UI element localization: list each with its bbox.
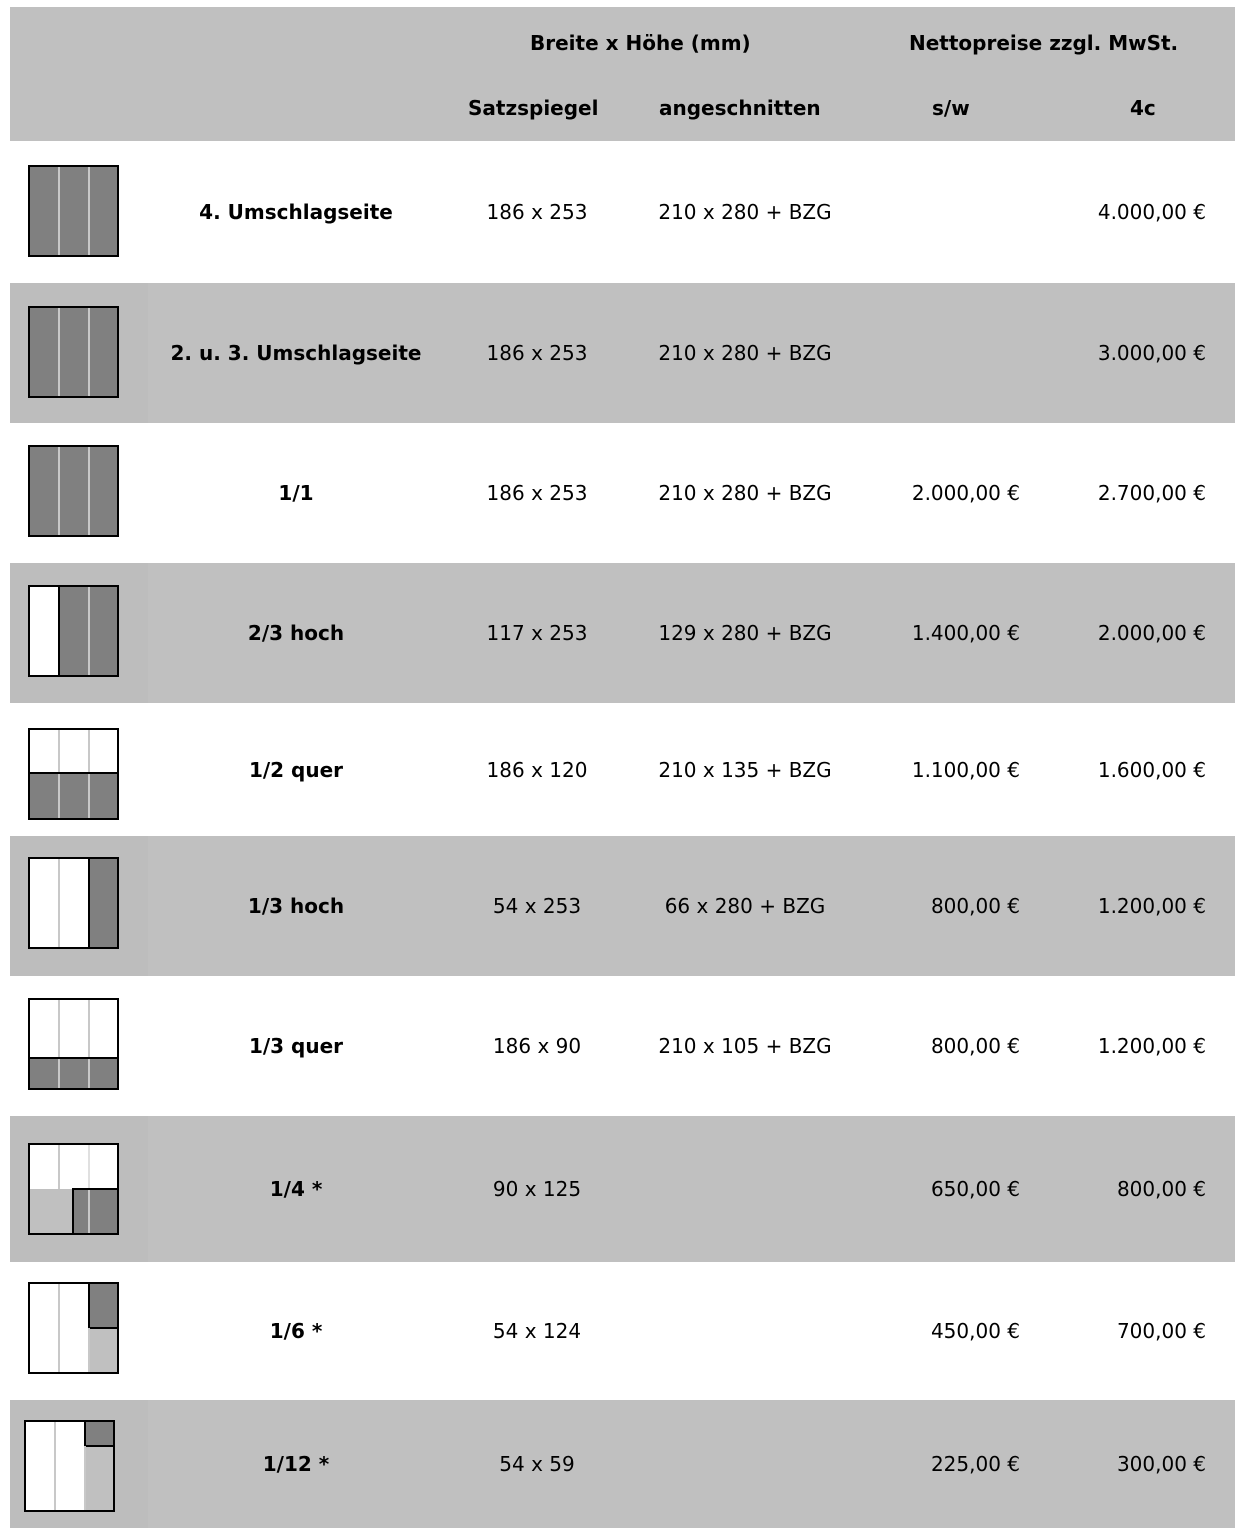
group-size-header: Breite x Höhe (mm): [530, 31, 751, 55]
satzspiegel-value: 117 x 253: [486, 621, 588, 645]
price-sw: 800,00 €: [930, 1034, 1020, 1058]
third-vertical-icon: [28, 857, 119, 950]
angeschnitten-value: 210 x 280 + BZG: [658, 200, 832, 224]
table-header: Breite x Höhe (mm) Nettopreise zzgl. MwS…: [10, 7, 1235, 141]
format-name: 1/6 *: [269, 1319, 323, 1343]
satzspiegel-value: 186 x 253: [486, 200, 588, 224]
price-4c: 300,00 €: [1116, 1452, 1206, 1476]
group-price-header: Nettopreise zzgl. MwSt.: [909, 31, 1179, 55]
full-page-icon: [28, 306, 119, 399]
col-sw-header: s/w: [932, 96, 970, 120]
price-sw: 225,00 €: [930, 1452, 1020, 1476]
price-sw: 2.000,00 €: [911, 481, 1020, 505]
price-4c: 2.000,00 €: [1097, 621, 1206, 645]
price-sw: 800,00 €: [930, 894, 1020, 918]
twelfth-icon: [24, 1420, 115, 1513]
angeschnitten-value: 210 x 280 + BZG: [658, 481, 832, 505]
price-4c: 800,00 €: [1116, 1177, 1206, 1201]
price-sw: 650,00 €: [930, 1177, 1020, 1201]
price-sw: 1.400,00 €: [911, 621, 1020, 645]
col-satzspiegel-header: Satzspiegel: [468, 96, 599, 120]
col-4c-header: 4c: [1130, 96, 1156, 120]
table-row: 1/3 quer 186 x 90 210 x 105 + BZG 800,00…: [10, 976, 1235, 1116]
angeschnitten-value: 129 x 280 + BZG: [658, 621, 832, 645]
table-row: 1/1 186 x 253 210 x 280 + BZG 2.000,00 €…: [10, 423, 1235, 563]
table-row: 1/6 * 54 x 124 450,00 € 700,00 €: [10, 1262, 1235, 1400]
angeschnitten-value: 210 x 280 + BZG: [658, 341, 832, 365]
price-4c: 1.200,00 €: [1097, 1034, 1206, 1058]
format-name: 1/3 hoch: [247, 894, 345, 918]
table-row: 1/3 hoch 54 x 253 66 x 280 + BZG 800,00 …: [10, 836, 1235, 976]
format-name: 1/2 quer: [248, 757, 344, 782]
price-4c: 1.200,00 €: [1097, 894, 1206, 918]
col-angeschnitten-header: angeschnitten: [659, 96, 821, 120]
table-row: 2. u. 3. Umschlagseite 186 x 253 210 x 2…: [10, 283, 1235, 423]
third-horizontal-icon: [28, 998, 119, 1091]
full-page-icon: [28, 165, 119, 258]
satzspiegel-value: 54 x 253: [492, 894, 582, 918]
format-name: 2. u. 3. Umschlagseite: [170, 341, 422, 365]
table-row: 4. Umschlagseite 186 x 253 210 x 280 + B…: [10, 141, 1235, 283]
table-row: 1/4 * 90 x 125 650,00 € 800,00 €: [10, 1116, 1235, 1262]
angeschnitten-value: 66 x 280 + BZG: [664, 894, 826, 918]
quarter-icon: [28, 1143, 119, 1236]
format-name: 1/3 quer: [248, 1034, 344, 1058]
table-row: 1/2 quer 186 x 120 210 x 135 + BZG 1.100…: [10, 703, 1235, 836]
table-row: 2/3 hoch 117 x 253 129 x 280 + BZG 1.400…: [10, 563, 1235, 703]
price-sw: 450,00 €: [930, 1319, 1020, 1343]
format-name: 1/4 *: [269, 1177, 323, 1201]
satzspiegel-value: 54 x 124: [492, 1319, 582, 1343]
price-4c: 4.000,00 €: [1097, 200, 1206, 224]
satzspiegel-value: 186 x 90: [492, 1034, 582, 1058]
price-4c: 2.700,00 €: [1097, 481, 1206, 505]
format-name: 1/12 *: [262, 1452, 330, 1476]
price-4c: 1.600,00 €: [1097, 757, 1206, 782]
satzspiegel-value: 186 x 120: [486, 757, 588, 782]
sixth-icon: [28, 1282, 119, 1375]
satzspiegel-value: 186 x 253: [486, 481, 588, 505]
price-sw: 1.100,00 €: [911, 757, 1020, 782]
format-name: 4. Umschlagseite: [199, 200, 393, 224]
satzspiegel-value: 54 x 59: [499, 1452, 575, 1476]
format-name: 2/3 hoch: [247, 621, 345, 645]
price-4c: 700,00 €: [1116, 1319, 1206, 1343]
angeschnitten-value: 210 x 105 + BZG: [658, 1034, 832, 1058]
two-thirds-vertical-icon: [28, 585, 119, 678]
satzspiegel-value: 186 x 253: [486, 341, 588, 365]
price-4c: 3.000,00 €: [1097, 341, 1206, 365]
format-name: 1/1: [278, 481, 314, 505]
half-horizontal-icon: [28, 728, 119, 821]
full-page-icon: [28, 445, 119, 538]
table-row: 1/12 * 54 x 59 225,00 € 300,00 €: [10, 1400, 1235, 1528]
angeschnitten-value: 210 x 135 + BZG: [658, 757, 832, 782]
satzspiegel-value: 90 x 125: [492, 1177, 582, 1201]
